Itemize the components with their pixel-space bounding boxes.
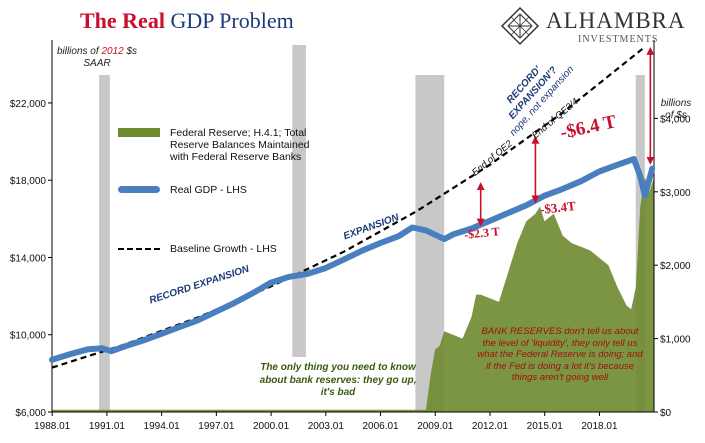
chart-title: The Real GDP Problem	[80, 8, 294, 34]
x-tick-label: 1994.01	[144, 421, 181, 432]
y-left-tick-label: $14,000	[10, 253, 47, 264]
right-note-line1: billions	[660, 98, 692, 109]
reserves-area-path	[52, 177, 654, 412]
x-tick-label: 2000.01	[253, 421, 290, 432]
series-lines	[49, 46, 656, 369]
y-left-tick-label: $22,000	[10, 99, 47, 110]
x-tick-label: 2018.01	[581, 421, 618, 432]
real-gdp-line	[49, 156, 656, 363]
alhambra-logo: ALHAMBRA INVESTMENTS	[498, 6, 698, 46]
legend-gdp-swatch	[118, 186, 160, 193]
right-axis-note: billions of $s	[650, 98, 702, 122]
y-left-tick-label: $18,000	[10, 176, 47, 187]
x-tick-label: 1997.01	[198, 421, 235, 432]
legend-reserves-swatch	[118, 128, 160, 137]
title-part1: The Real	[80, 8, 165, 33]
left-note-saar: SAAR	[83, 58, 111, 69]
y-left-tick-label: $6,000	[15, 408, 46, 419]
y-right-tick-label: $3,000	[660, 188, 691, 199]
title-part2: GDP Problem	[170, 8, 294, 33]
reserves-area	[52, 177, 654, 412]
x-tick-label: 2009.01	[417, 421, 454, 432]
x-tick-label: 2015.01	[527, 421, 564, 432]
gap-arrows	[476, 46, 655, 227]
logo-diamond-icon	[500, 6, 540, 46]
recession-band	[99, 75, 110, 412]
legend-reserves-label: Federal Reserve; H.4.1; Total Reserve Ba…	[170, 127, 310, 163]
y-right-tick-label: $1,000	[660, 335, 691, 346]
logo-name: ALHAMBRA	[546, 8, 686, 33]
left-note-unit: $s	[126, 46, 138, 57]
right-note-line2: of $s	[665, 110, 687, 121]
left-axis-note: billions of 2012 $s SAAR	[52, 46, 142, 70]
x-tick-label: 2006.01	[362, 421, 399, 432]
x-tick-label: 1988.01	[34, 421, 71, 432]
legend-baseline-swatch	[118, 248, 160, 250]
y-right-tick-label: $0	[660, 408, 672, 419]
recession-band	[292, 45, 306, 357]
chart-axes: $6,000 $10,000 $14,000 $18,000 $22,000 $0 $1,0…	[10, 40, 691, 432]
left-note-text: billions of	[56, 46, 99, 57]
logo-subtitle: INVESTMENTS	[578, 34, 659, 45]
y-right-tick-label: $4,000	[660, 114, 691, 125]
y-right-tick-label: $2,000	[660, 261, 691, 272]
x-tick-label: 2012.01	[472, 421, 509, 432]
legend-gdp-label: Real GDP - LHS	[170, 184, 247, 196]
left-note-year: 2012	[101, 46, 124, 57]
legend-baseline-label: Baseline Growth - LHS	[170, 243, 277, 255]
x-tick-label: 2003.01	[308, 421, 345, 432]
green-note: The only thing you need to know about ba…	[259, 362, 417, 398]
y-left-tick-label: $10,000	[10, 331, 47, 342]
red-note: BANK RESERVES don't tell us about the le…	[477, 326, 643, 383]
x-tick-label: 1991.01	[89, 421, 126, 432]
